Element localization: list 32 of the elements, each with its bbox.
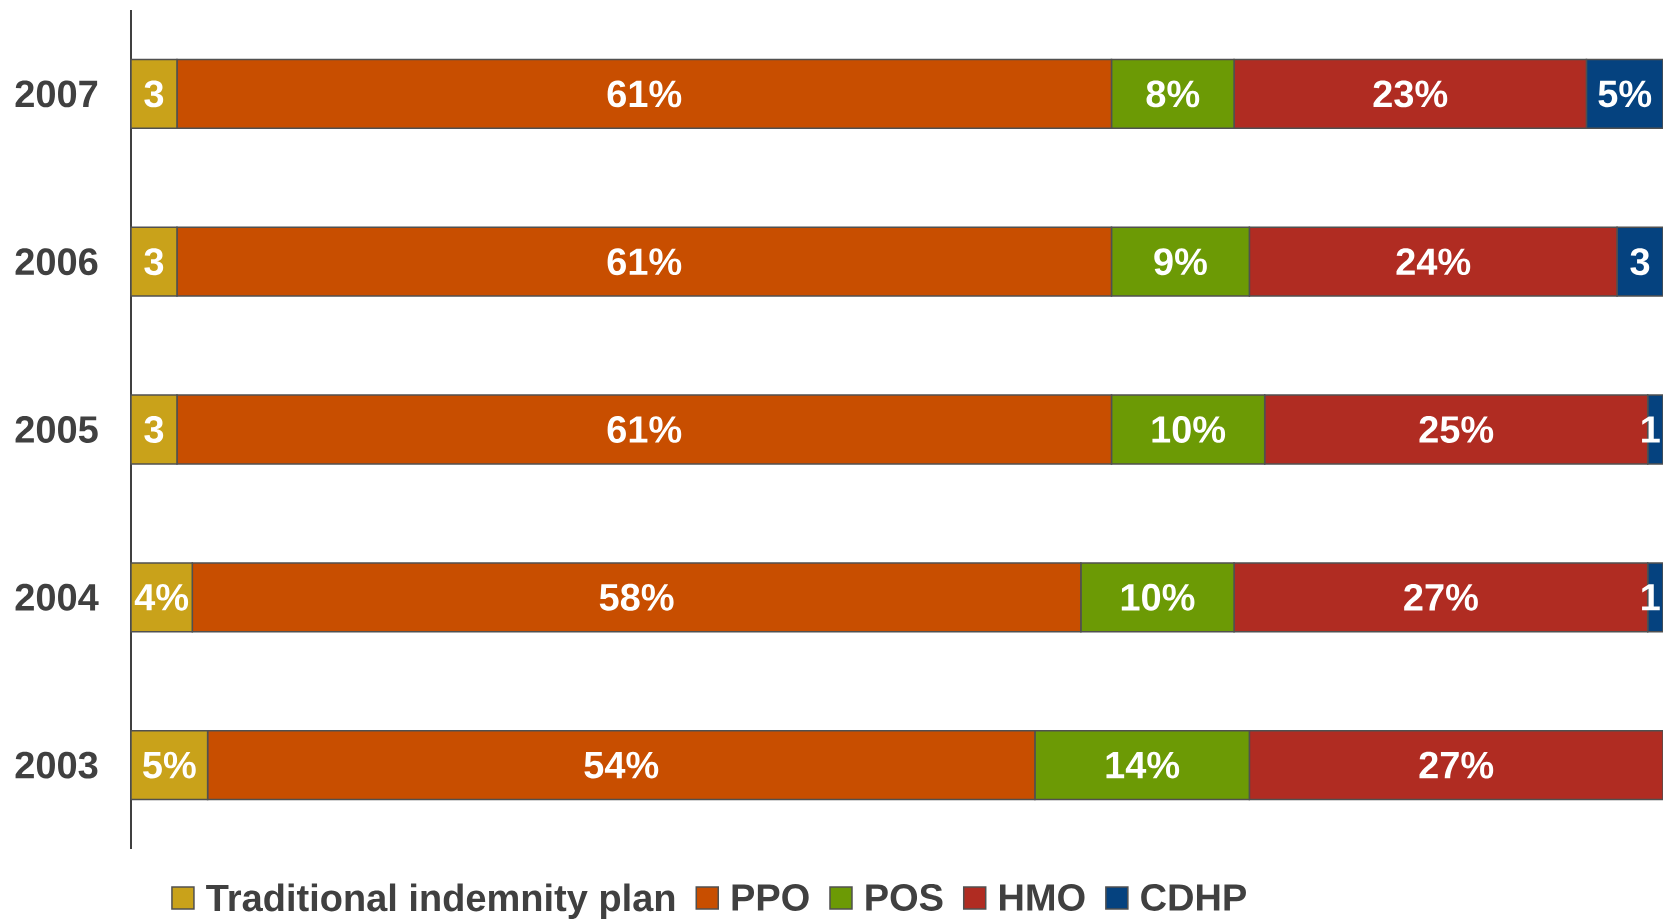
data-label: 23%	[1373, 80, 1448, 108]
data-label: 27%	[1419, 751, 1494, 779]
legend-label: CDHP	[1141, 883, 1246, 911]
data-label: 54%	[584, 751, 659, 779]
data-label: 27%	[1404, 583, 1478, 611]
data-label: 10%	[1121, 583, 1195, 611]
y-tick-label: 2005	[15, 416, 98, 443]
data-label: 8%	[1146, 80, 1200, 108]
legend-label: POS	[866, 883, 943, 911]
data-label: 58%	[599, 583, 674, 611]
data-label: 5%	[143, 751, 196, 779]
y-tick-label: 2003	[15, 751, 98, 779]
data-label: 9%	[1154, 248, 1207, 276]
data-label: 61%	[607, 80, 682, 108]
data-label: 14%	[1106, 751, 1180, 779]
data-label: 4%	[134, 583, 189, 611]
y-tick-label: 2004	[15, 583, 99, 611]
data-label: 3	[144, 80, 164, 108]
legend-label: HMO	[1000, 883, 1085, 911]
data-label: 3	[1630, 248, 1650, 276]
data-label: 24%	[1396, 248, 1471, 276]
data-label: 3	[144, 416, 164, 443]
data-label: 3	[144, 248, 164, 276]
y-tick-label: 2007	[15, 80, 98, 108]
data-label: 25%	[1419, 416, 1494, 443]
y-tick-label: 2006	[15, 248, 98, 276]
data-label: 10%	[1152, 416, 1226, 443]
legend-label: Traditional indemnity plan	[206, 883, 675, 919]
data-label: 61%	[607, 416, 682, 443]
data-label: 5%	[1598, 80, 1652, 108]
legend-label: PPO	[732, 883, 809, 911]
data-label: 61%	[607, 248, 682, 276]
